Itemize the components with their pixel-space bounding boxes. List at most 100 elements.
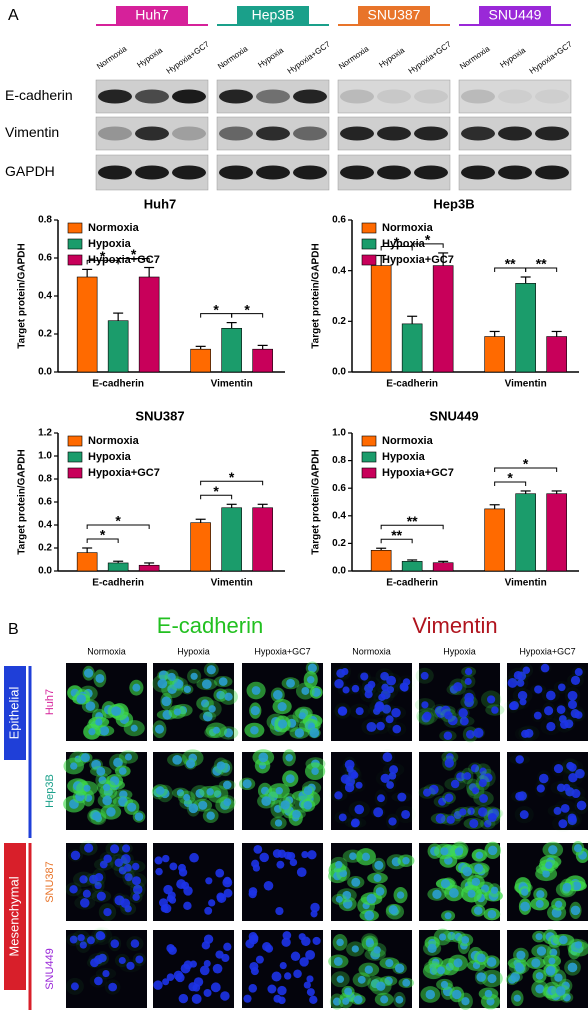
nucleus — [571, 789, 581, 799]
nucleus — [286, 678, 295, 688]
nucleus — [203, 959, 211, 967]
legend-swatch — [67, 435, 83, 447]
nucleus — [463, 772, 472, 780]
nucleus — [134, 812, 144, 821]
significance-bracket — [380, 524, 444, 530]
nucleus — [215, 868, 225, 878]
nucleus — [124, 753, 132, 761]
nucleus — [351, 771, 359, 779]
legend-label: Normoxia — [88, 222, 140, 234]
nucleus — [560, 803, 570, 813]
chart-title: SNU449 — [429, 408, 478, 423]
nucleus — [514, 962, 524, 972]
nucleus — [535, 933, 543, 941]
micrograph — [242, 930, 323, 1008]
significance-label: * — [523, 456, 529, 472]
group-box — [4, 666, 26, 760]
nucleus — [111, 706, 122, 717]
nucleus — [396, 891, 405, 899]
micrograph — [63, 750, 147, 830]
nucleus — [189, 960, 197, 968]
micrograph — [242, 661, 323, 741]
nucleus — [275, 787, 283, 795]
nucleus — [277, 719, 288, 729]
nucleus — [154, 724, 165, 734]
nucleus — [277, 985, 287, 996]
nucleus — [554, 973, 563, 982]
nucleus — [428, 784, 439, 795]
nucleus — [432, 889, 442, 899]
nucleus — [172, 754, 183, 765]
nucleus — [248, 889, 257, 899]
nucleus — [440, 879, 450, 889]
nucleus — [341, 667, 349, 676]
nucleus — [574, 668, 583, 677]
nucleus — [283, 972, 292, 980]
nucleus — [261, 796, 272, 806]
legend-label: Hypoxia — [382, 451, 426, 463]
nucleus — [173, 708, 181, 716]
nucleus — [391, 708, 401, 718]
nucleus — [83, 784, 91, 792]
nucleus — [384, 976, 393, 986]
nucleus — [167, 684, 177, 695]
nucleus — [373, 874, 382, 882]
nucleus — [568, 700, 578, 710]
nucleus — [96, 766, 106, 776]
nucleus — [333, 871, 342, 881]
micrograph — [503, 663, 588, 741]
nucleus — [336, 938, 344, 947]
nucleus — [191, 993, 202, 1004]
nucleus — [546, 721, 556, 732]
condition-label: Normoxia — [458, 44, 492, 71]
bar — [221, 507, 242, 572]
nucleus — [478, 778, 487, 788]
nucleus — [342, 997, 350, 1005]
y-tick-label: 0.4 — [38, 520, 52, 531]
nucleus — [334, 791, 343, 800]
y-tick-label: 0.6 — [332, 483, 346, 494]
nucleus — [535, 972, 544, 980]
nucleus — [486, 957, 497, 967]
y-tick-label: 0.2 — [38, 543, 52, 554]
nucleus — [453, 682, 463, 692]
nucleus — [99, 725, 110, 736]
nucleus — [224, 692, 233, 701]
nucleus — [437, 966, 446, 975]
nucleus — [213, 790, 222, 798]
micrograph — [419, 841, 503, 922]
nucleus — [458, 708, 468, 718]
nucleus — [212, 963, 223, 974]
nucleus — [70, 850, 81, 861]
bar — [138, 276, 160, 373]
nucleus — [97, 932, 106, 940]
bar — [546, 493, 567, 572]
nucleus — [556, 705, 566, 714]
y-tick-label: 0.2 — [38, 329, 52, 340]
nucleus — [309, 728, 320, 738]
nucleus — [293, 969, 302, 979]
nucleus — [380, 995, 389, 1004]
nucleus — [114, 858, 124, 867]
blot-band — [535, 89, 569, 104]
legend-swatch — [67, 222, 83, 234]
nucleus — [183, 685, 191, 694]
nucleus — [299, 957, 309, 967]
nucleus — [154, 856, 163, 865]
nucleus — [531, 958, 541, 968]
nucleus — [250, 967, 259, 976]
micrograph — [507, 752, 588, 830]
blot-band — [414, 89, 448, 104]
bar — [107, 562, 129, 572]
significance-label: * — [131, 246, 137, 262]
blot-band — [340, 126, 374, 141]
nucleus — [123, 863, 132, 872]
nucleus — [487, 845, 498, 856]
nucleus — [289, 858, 298, 867]
legend-swatch — [67, 451, 83, 463]
nucleus — [79, 875, 88, 884]
nucleus — [335, 895, 343, 903]
bar — [190, 348, 211, 373]
nucleus — [536, 946, 547, 956]
x-tick-label: E-cadherin — [92, 578, 144, 589]
